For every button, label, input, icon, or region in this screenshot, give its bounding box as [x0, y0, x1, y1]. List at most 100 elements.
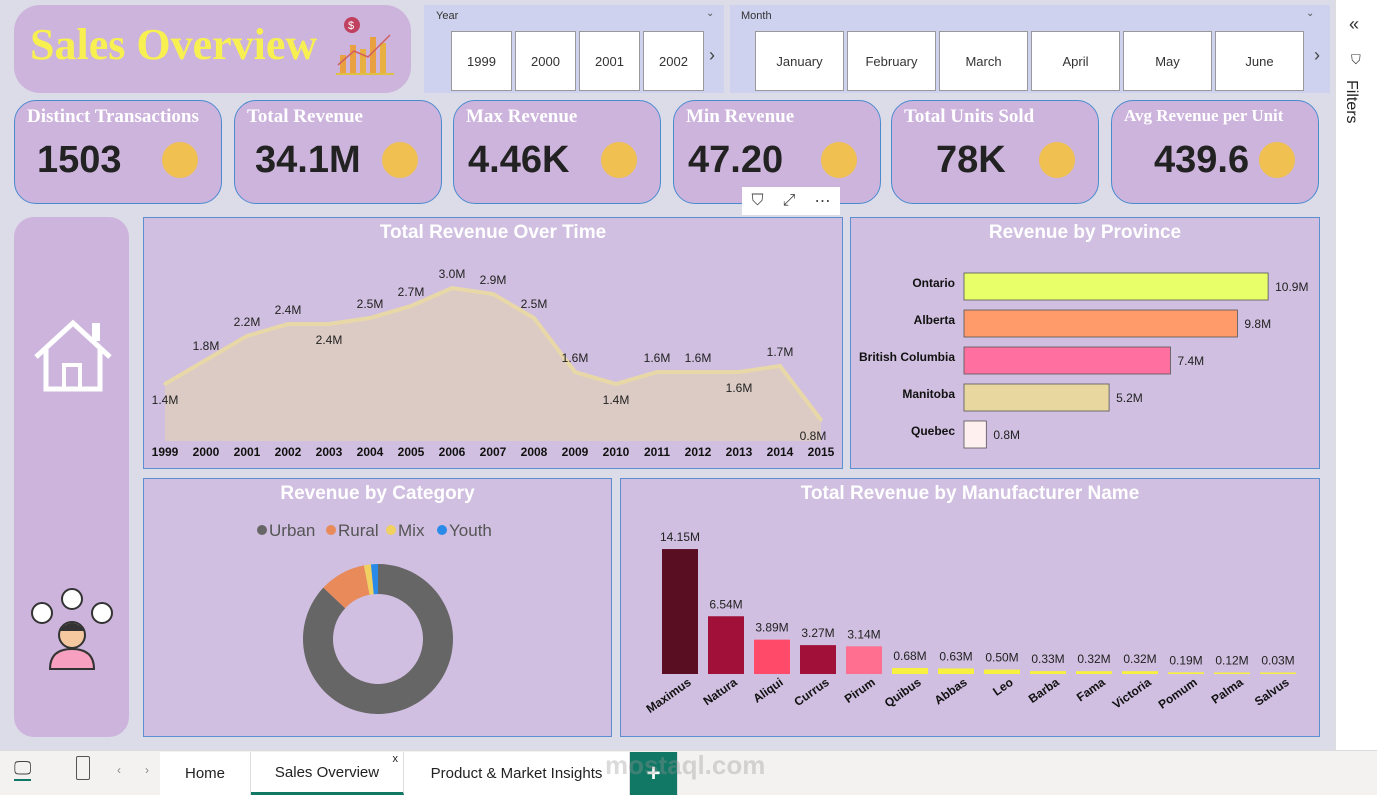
data-point[interactable]: [286, 322, 290, 326]
revenue-by-manufacturer-chart: Total Revenue by Manufacturer Name 14.15…: [620, 478, 1320, 737]
chevron-down-icon[interactable]: ⌄: [706, 8, 715, 19]
tab-label: Sales Overview: [274, 763, 380, 781]
filter-icon[interactable]: ⛉: [751, 192, 764, 209]
tab-sales-overview[interactable]: Sales Overview x: [251, 752, 404, 795]
data-point[interactable]: [491, 292, 495, 296]
data-point[interactable]: [819, 418, 823, 422]
bar[interactable]: [1260, 672, 1296, 675]
data-point[interactable]: [778, 364, 782, 368]
donut-slice[interactable]: [303, 564, 453, 714]
data-point[interactable]: [163, 382, 167, 386]
bar[interactable]: [1168, 672, 1204, 674]
kpi-value: 78K: [936, 139, 1006, 181]
add-page-button[interactable]: +: [630, 752, 678, 795]
bar[interactable]: [1076, 671, 1112, 674]
bar[interactable]: [963, 420, 987, 449]
legend-label[interactable]: Rural: [338, 521, 379, 540]
focus-mode-icon[interactable]: ⤢: [782, 192, 796, 209]
bar[interactable]: [963, 383, 1110, 412]
year-option[interactable]: 2001: [579, 31, 640, 91]
mobile-view-icon[interactable]: [76, 756, 90, 780]
data-point[interactable]: [737, 370, 741, 374]
home-icon[interactable]: [32, 317, 114, 395]
bar[interactable]: [1214, 672, 1250, 675]
bar[interactable]: [963, 272, 1269, 301]
data-point[interactable]: [614, 382, 618, 386]
data-label: 2.4M: [316, 333, 343, 347]
bar[interactable]: [984, 669, 1020, 674]
tab-home[interactable]: Home: [160, 752, 251, 795]
x-tick-label: 2001: [234, 445, 261, 459]
donut-slice[interactable]: [323, 565, 370, 609]
x-tick-label: 2003: [316, 445, 343, 459]
data-label: 0.12M: [1215, 654, 1248, 668]
category-label: Aliqui: [750, 675, 785, 706]
data-point[interactable]: [245, 334, 249, 338]
data-label: 0.32M: [1077, 652, 1110, 666]
bar[interactable]: [963, 346, 1171, 375]
bar[interactable]: [938, 668, 974, 674]
year-option[interactable]: 2002: [643, 31, 704, 91]
bar[interactable]: [754, 639, 790, 674]
category-label: Quibus: [882, 675, 924, 710]
next-page-icon[interactable]: ›: [145, 763, 149, 777]
area-fill: [165, 288, 821, 441]
legend-label[interactable]: Mix: [398, 521, 425, 540]
month-option[interactable]: January: [755, 31, 844, 91]
bar[interactable]: [846, 646, 882, 674]
bar[interactable]: [662, 549, 698, 674]
data-point[interactable]: [409, 304, 413, 308]
year-option[interactable]: 2000: [515, 31, 576, 91]
tab-label: Product & Market Insights: [430, 765, 603, 782]
year-option[interactable]: 1999: [451, 31, 512, 91]
data-point[interactable]: [204, 358, 208, 362]
data-point[interactable]: [655, 370, 659, 374]
legend-label[interactable]: Youth: [449, 521, 492, 540]
desktop-view-icon[interactable]: 🖵: [14, 758, 32, 781]
money-hand-icon: [149, 129, 211, 191]
data-label: 1.6M: [685, 351, 712, 365]
data-point[interactable]: [327, 322, 331, 326]
month-option[interactable]: February: [847, 31, 936, 91]
chart-title: Revenue by Province: [988, 222, 1182, 243]
bar[interactable]: [892, 667, 928, 674]
tab-label: Home: [184, 765, 225, 782]
chevron-down-icon[interactable]: ⌄: [1306, 8, 1315, 19]
bar[interactable]: [800, 645, 836, 674]
bar[interactable]: [708, 616, 744, 674]
month-option[interactable]: June: [1215, 31, 1304, 91]
bar[interactable]: [1122, 671, 1158, 674]
chevron-right-icon[interactable]: ›: [709, 45, 715, 65]
data-point[interactable]: [573, 370, 577, 374]
data-label: 6.54M: [709, 597, 742, 611]
donut-slice[interactable]: [370, 564, 378, 595]
legend-marker: [257, 525, 267, 535]
bar[interactable]: [1030, 671, 1066, 674]
chart-title: Revenue by Category: [280, 483, 475, 504]
bar[interactable]: [963, 309, 1238, 338]
month-option[interactable]: April: [1031, 31, 1120, 91]
close-tab-icon[interactable]: x: [392, 753, 399, 765]
revenue-over-time-chart: Total Revenue Over Time 1.4M 1999 1.8M 2000…: [143, 217, 843, 469]
data-point[interactable]: [368, 316, 372, 320]
more-options-icon[interactable]: ⋯: [814, 193, 831, 210]
data-point[interactable]: [450, 286, 454, 290]
chart-growth-icon: $: [336, 17, 394, 75]
filters-pane[interactable]: « ⛉ Filters: [1335, 0, 1377, 750]
data-label: 0.8M: [800, 429, 827, 443]
tab-product-market-insights[interactable]: Product & Market Insights: [404, 752, 630, 795]
kpi-title: Avg Revenue per Unit: [1124, 106, 1284, 125]
month-option[interactable]: March: [939, 31, 1028, 91]
data-point[interactable]: [532, 316, 536, 320]
kpi-title: Total Revenue: [247, 106, 363, 127]
data-label: 0.19M: [1169, 653, 1202, 667]
data-point[interactable]: [696, 370, 700, 374]
chevron-right-icon[interactable]: ›: [1314, 45, 1320, 65]
donut-slice[interactable]: [363, 564, 374, 595]
legend-label[interactable]: Urban: [269, 521, 315, 540]
avg-revenue-icon: [1246, 129, 1308, 191]
prev-page-icon[interactable]: ‹: [117, 763, 121, 777]
category-label: Ontario: [912, 276, 955, 290]
collapse-icon[interactable]: «: [1349, 14, 1360, 34]
month-option[interactable]: May: [1123, 31, 1212, 91]
